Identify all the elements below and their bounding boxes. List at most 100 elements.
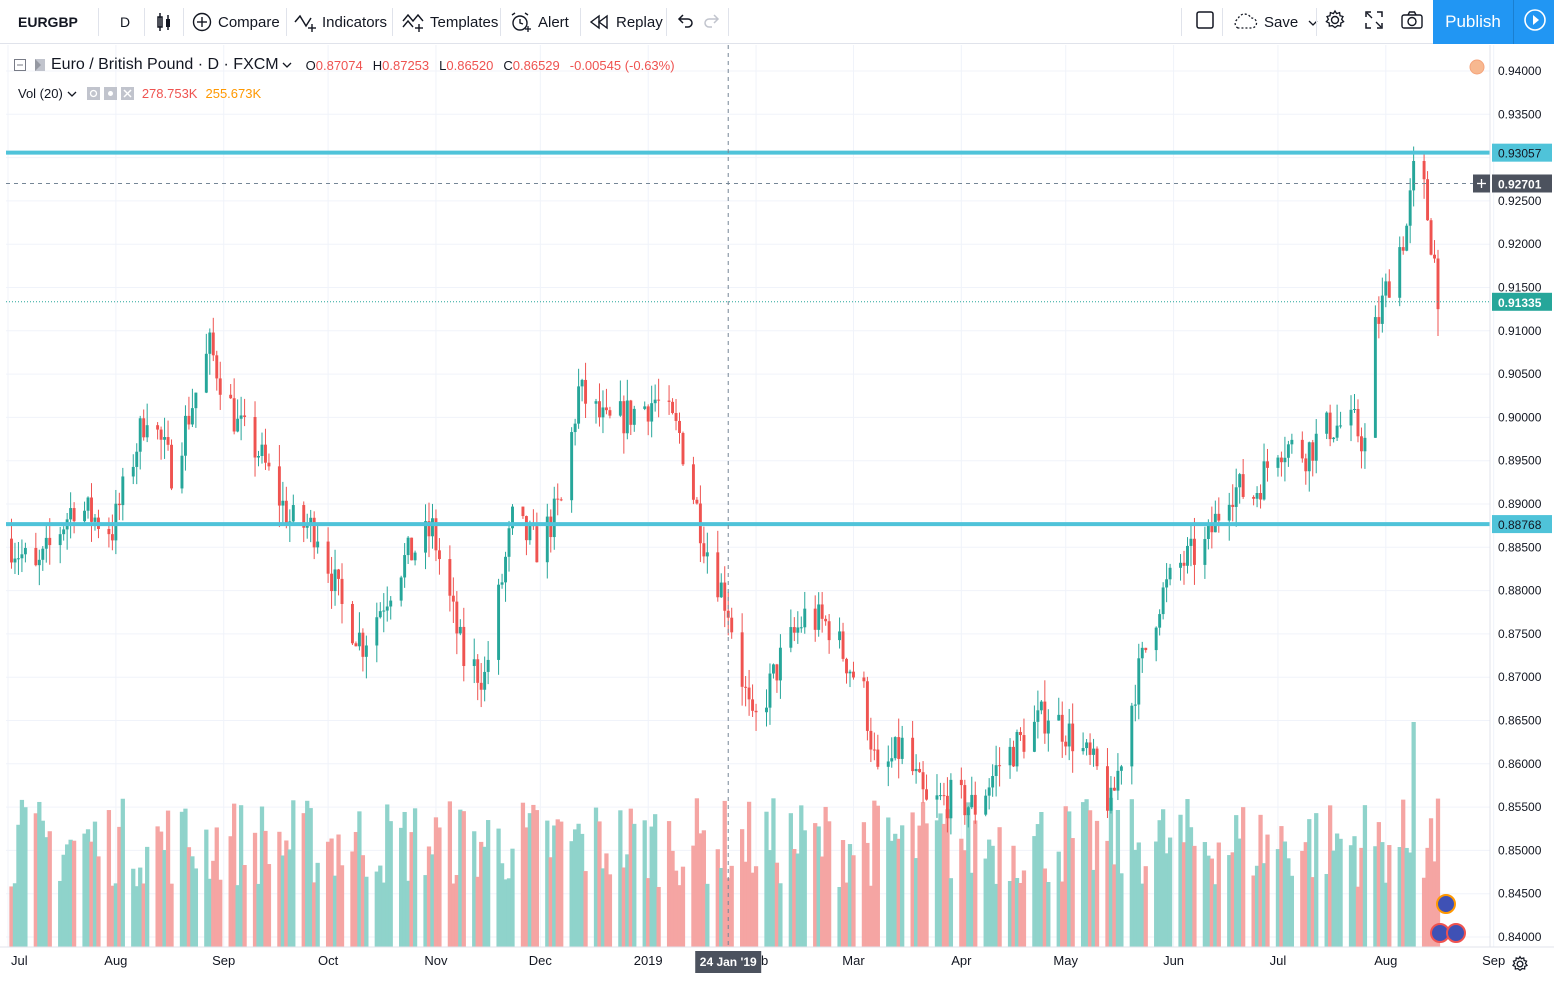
candle-body xyxy=(1307,442,1311,472)
indicators-button[interactable]: Indicators xyxy=(294,0,387,44)
candles-icon xyxy=(155,12,173,32)
volume-label[interactable]: Vol (20) xyxy=(18,86,63,101)
candle-body xyxy=(62,529,66,535)
volume-bar xyxy=(339,865,345,947)
candle-body xyxy=(208,332,212,354)
volume-bar xyxy=(472,831,477,947)
volume-bar xyxy=(329,838,334,947)
volume-bar xyxy=(426,846,432,947)
save-button[interactable]: Save xyxy=(1232,0,1318,44)
candle-body xyxy=(41,548,45,560)
volume-bar xyxy=(131,868,136,947)
volume-bar xyxy=(1303,842,1308,947)
candle-body xyxy=(622,401,626,434)
volume-bar xyxy=(816,826,821,947)
candle-body xyxy=(1238,474,1242,488)
candle-body xyxy=(984,795,988,815)
volume-bar xyxy=(1209,858,1214,947)
volume-bar xyxy=(670,850,675,947)
candle-body xyxy=(747,687,751,700)
time-axis-label: Dec xyxy=(529,953,553,968)
candle-body xyxy=(458,626,462,634)
publish-button[interactable]: Publish xyxy=(1433,0,1513,44)
gear-icon xyxy=(1511,955,1529,977)
volume-bar xyxy=(1140,883,1145,947)
settings-small-icon[interactable] xyxy=(103,87,117,100)
time-axis-settings[interactable] xyxy=(1511,955,1529,978)
eye-icon[interactable] xyxy=(86,87,100,100)
candle-body xyxy=(1387,281,1391,298)
volume-bar xyxy=(715,849,720,947)
volume-bar xyxy=(600,868,606,947)
volume-bar xyxy=(1397,847,1402,947)
chevron-down-icon[interactable] xyxy=(67,90,77,98)
collapse-icon[interactable] xyxy=(14,59,26,71)
volume-bar xyxy=(47,831,52,947)
volume-bar xyxy=(506,878,512,947)
candle-body xyxy=(625,400,629,434)
volume-bar xyxy=(277,831,282,947)
candle-body xyxy=(361,632,365,657)
undo-button[interactable] xyxy=(676,0,694,44)
symbol-title[interactable]: Euro / British Pound · D · FXCM xyxy=(51,56,279,73)
candle-body xyxy=(1022,735,1026,752)
settings-button[interactable] xyxy=(1324,0,1346,44)
candle-body xyxy=(845,658,848,674)
chevron-down-icon[interactable] xyxy=(282,61,292,69)
candle-body xyxy=(427,521,431,537)
candle-body xyxy=(215,355,219,379)
volume-bar xyxy=(423,875,428,947)
fullscreen-button[interactable] xyxy=(1364,0,1384,44)
compare-button[interactable]: Compare xyxy=(192,0,280,44)
volume-bar xyxy=(1383,882,1388,947)
time-axis-label: Aug xyxy=(104,953,127,968)
layout-button[interactable] xyxy=(1195,0,1215,44)
volume-bar xyxy=(840,840,846,947)
replay-button[interactable]: Replay xyxy=(590,0,663,44)
candle-body xyxy=(768,673,772,708)
price-chart[interactable]: 0.93057 0.88768 0.91335 0.92701 0.94000 0.935… xyxy=(0,45,1554,984)
candle-body xyxy=(312,517,316,548)
volume-bar xyxy=(691,845,696,947)
top-toolbar: EURGBP D Compare Indicators Templates Al… xyxy=(0,0,1554,44)
volume-bar xyxy=(1324,873,1329,947)
volume-bar xyxy=(666,821,672,947)
cloud-icon xyxy=(1232,12,1258,32)
candle-body xyxy=(1192,538,1196,565)
volume-bar xyxy=(959,838,964,947)
volume-bar xyxy=(924,823,929,947)
volume-bar xyxy=(165,810,171,947)
price-axis-label: 0.86500 xyxy=(1498,714,1542,728)
candle-body xyxy=(243,415,247,418)
alert-button[interactable]: Alert xyxy=(510,0,569,44)
volume-bar xyxy=(948,878,954,947)
volume-bar xyxy=(1213,884,1218,947)
templates-button[interactable]: Templates xyxy=(402,0,498,44)
candle-body xyxy=(1380,295,1384,324)
square-icon xyxy=(1195,10,1215,34)
volume-bar xyxy=(138,867,143,947)
candle-body xyxy=(309,517,313,526)
volume-bar xyxy=(71,840,77,947)
symbol-search[interactable]: EURGBP xyxy=(18,14,78,30)
time-axis-label: Oct xyxy=(318,953,339,968)
volume-bar xyxy=(969,872,974,947)
candle-body xyxy=(302,505,306,528)
candle-body xyxy=(511,506,514,529)
screenshot-button[interactable] xyxy=(1400,0,1424,44)
volume-bar xyxy=(44,837,49,947)
interval-button[interactable]: D xyxy=(120,14,131,30)
candle-body xyxy=(650,403,654,422)
chart-type-button[interactable] xyxy=(155,0,179,44)
alert-label: Alert xyxy=(538,13,569,31)
volume-bar xyxy=(68,839,73,947)
candle-body xyxy=(1039,701,1043,711)
redo-button[interactable] xyxy=(703,0,721,44)
candle-body xyxy=(163,437,167,440)
price-axis-label: 0.86000 xyxy=(1498,757,1542,771)
candle-body xyxy=(1130,705,1134,767)
volume-bar xyxy=(232,803,237,947)
volume-bar xyxy=(653,814,658,947)
publish-menu-button[interactable] xyxy=(1513,0,1554,44)
close-icon[interactable] xyxy=(120,87,134,100)
